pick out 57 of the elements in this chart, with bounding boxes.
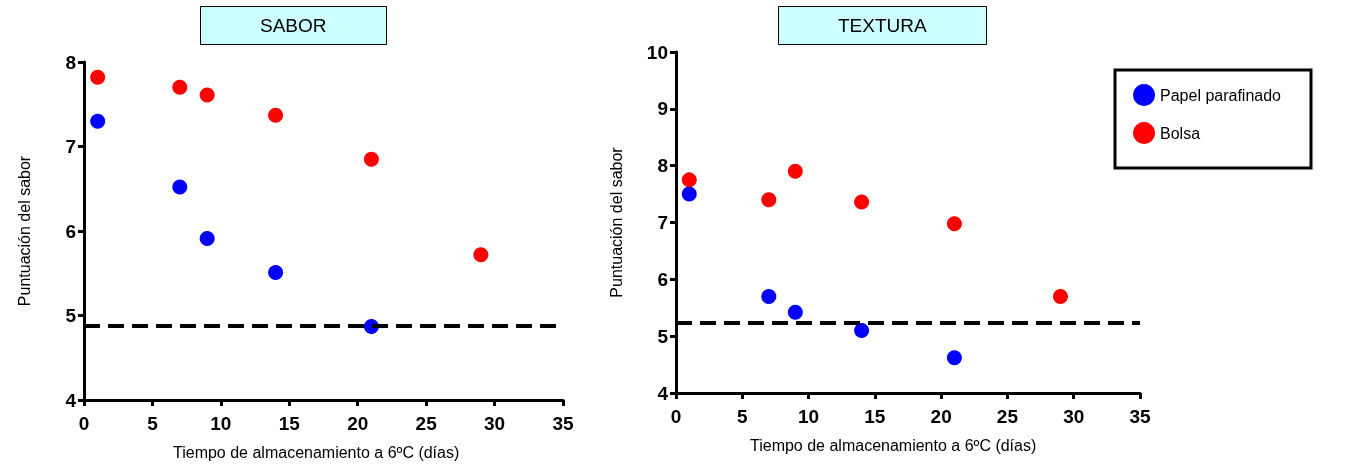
x-tick-label: 20 xyxy=(930,406,952,427)
x-axis-title: Tiempo de almacenamiento a 6ºC (días) xyxy=(173,443,460,461)
point xyxy=(268,264,284,280)
point xyxy=(854,322,870,338)
point xyxy=(363,151,379,167)
y-axis-title: Puntuación del sabor xyxy=(15,155,33,307)
point xyxy=(1052,288,1068,304)
x-tick-label: 30 xyxy=(1063,406,1085,427)
y-tick-label: 4 xyxy=(657,382,669,404)
x-tick-label: 35 xyxy=(1129,406,1151,427)
y-tick-label: 7 xyxy=(657,212,668,233)
y-tick-label: 9 xyxy=(657,98,668,120)
y-tick-label: 5 xyxy=(657,325,669,347)
x-tick-label: 30 xyxy=(484,413,506,434)
x-tick-label: 5 xyxy=(737,406,748,427)
x-tick-label: 5 xyxy=(147,413,159,434)
point xyxy=(854,194,870,210)
legend-label: Papel parafinado xyxy=(1160,86,1282,104)
y-tick-label: 4 xyxy=(65,389,77,411)
point xyxy=(761,192,777,208)
point xyxy=(199,231,215,247)
chart-title: SABOR xyxy=(260,15,327,36)
x-tick-label: 15 xyxy=(278,413,301,434)
point xyxy=(90,69,106,85)
y-axis-title: Puntuación del sabor xyxy=(607,146,625,298)
point xyxy=(787,304,803,320)
point xyxy=(946,216,962,232)
point xyxy=(946,350,962,366)
y-tick-label: 8 xyxy=(65,51,76,73)
point xyxy=(268,107,284,123)
point xyxy=(473,247,489,263)
point xyxy=(787,163,803,179)
x-tick-label: 15 xyxy=(864,406,886,427)
point xyxy=(199,87,215,103)
point xyxy=(90,113,106,129)
legend-label: Bolsa xyxy=(1160,124,1201,142)
y-tick-label: 10 xyxy=(646,41,668,63)
x-tick-label: 25 xyxy=(415,413,438,434)
y-tick-label: 7 xyxy=(65,136,76,157)
point xyxy=(761,288,777,304)
point xyxy=(681,172,697,188)
y-tick-label: 8 xyxy=(657,155,668,177)
x-tick-label: 20 xyxy=(347,413,369,434)
point xyxy=(172,79,188,95)
x-tick-label: 25 xyxy=(996,406,1019,427)
x-tick-label: 10 xyxy=(210,413,232,434)
chart-title: TEXTURA xyxy=(838,15,927,36)
x-tick-label: 0 xyxy=(78,413,90,434)
x-tick-label: 0 xyxy=(670,406,682,427)
y-tick-label: 5 xyxy=(65,305,77,326)
x-tick-label: 35 xyxy=(552,413,574,434)
y-tick-label: 6 xyxy=(657,268,668,290)
point xyxy=(172,179,188,195)
x-axis-title: Tiempo de almacenamiento a 6ºC (días) xyxy=(750,436,1037,454)
point xyxy=(681,186,697,202)
x-tick-label: 10 xyxy=(798,406,820,427)
y-tick-label: 6 xyxy=(65,220,76,242)
